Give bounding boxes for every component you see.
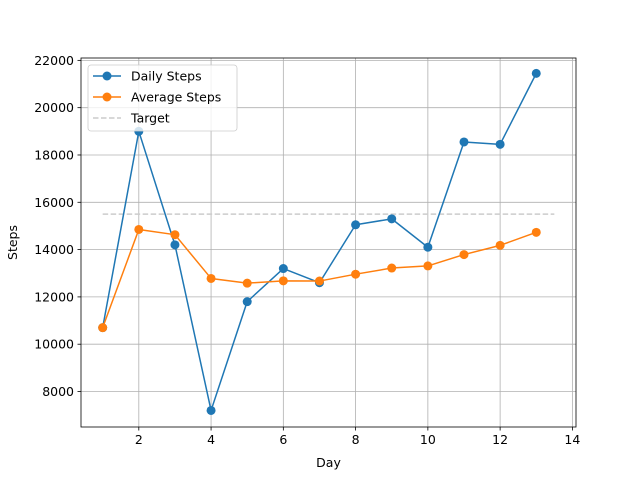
x-tick-label: 14 — [564, 432, 580, 447]
legend-label-target: Target — [130, 111, 170, 126]
average-steps-point — [531, 227, 541, 237]
legend-frame — [87, 64, 238, 132]
average-steps-point — [314, 276, 324, 286]
series — [98, 68, 541, 415]
x-tick-label: 6 — [279, 432, 287, 447]
daily-steps-point — [387, 214, 397, 224]
y-tick-label: 8000 — [42, 384, 74, 399]
average-steps-point — [134, 224, 144, 234]
average-steps-point — [423, 261, 433, 271]
x-tick-label: 2 — [135, 432, 143, 447]
average-steps-point — [98, 323, 108, 333]
y-tick-label: 12000 — [34, 289, 74, 304]
average-steps-point — [351, 269, 361, 279]
x-tick-label: 4 — [207, 432, 215, 447]
daily-steps-point — [242, 297, 252, 307]
y-tick-label: 20000 — [34, 100, 74, 115]
x-tick-label: 10 — [420, 432, 436, 447]
y-tick-label: 10000 — [34, 337, 74, 352]
y-axis-label: Steps — [5, 225, 20, 260]
legend-marker-daily-steps — [102, 71, 112, 81]
daily-steps-point — [278, 264, 288, 274]
y-axis-ticks: 8000 10000 12000 14000 16000 18000 20000 22000 — [34, 53, 81, 399]
x-axis-ticks: 2 4 6 8 10 12 14 — [135, 427, 580, 447]
x-tick-label: 12 — [492, 432, 508, 447]
legend-label-daily-steps: Daily Steps — [131, 69, 202, 84]
plot-frame — [80, 57, 577, 428]
y-tick-label: 22000 — [34, 53, 74, 68]
daily-steps-point — [459, 137, 469, 147]
average-steps-point — [206, 273, 216, 283]
average-steps-point — [387, 263, 397, 273]
average-steps-point — [278, 276, 288, 286]
legend-label-average-steps: Average Steps — [131, 90, 221, 105]
average-steps-point — [242, 278, 252, 288]
average-steps-point — [170, 230, 180, 240]
average-steps-point — [459, 250, 469, 260]
daily-steps-point — [351, 220, 361, 230]
average-steps-point — [495, 240, 505, 250]
legend: Daily Steps Average Steps Target — [87, 64, 238, 132]
daily-steps-point — [423, 242, 433, 252]
y-tick-label: 18000 — [34, 147, 74, 162]
daily-steps-point — [206, 405, 216, 415]
daily-steps-point — [495, 139, 505, 149]
daily-steps-point — [531, 68, 541, 78]
legend-marker-average-steps — [102, 92, 112, 102]
y-tick-label: 16000 — [34, 195, 74, 210]
x-tick-label: 8 — [352, 432, 360, 447]
x-axis-label: Day — [316, 455, 341, 470]
y-tick-label: 14000 — [34, 242, 74, 257]
daily-steps-point — [170, 240, 180, 250]
